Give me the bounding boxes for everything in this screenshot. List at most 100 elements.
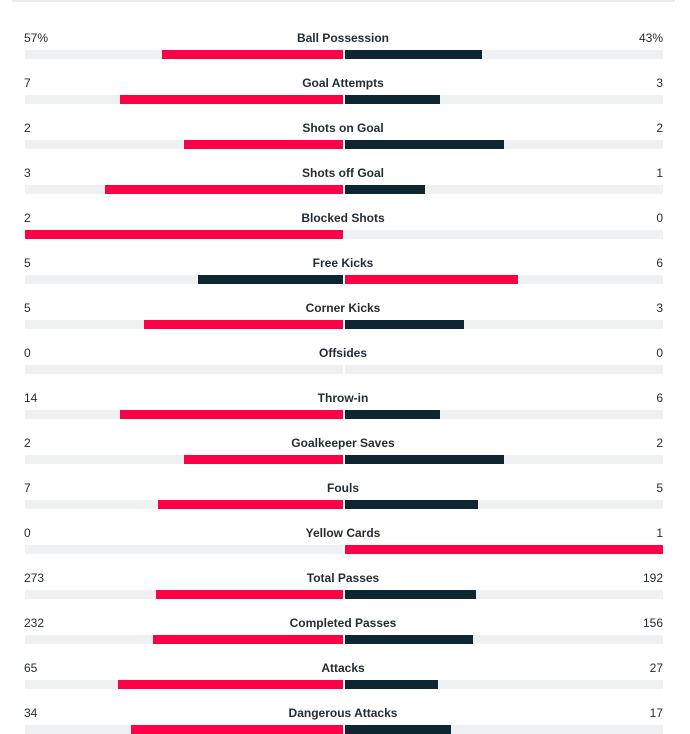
away-value: 3 (656, 301, 663, 315)
away-bar-fill (345, 185, 425, 194)
home-bar-fill (152, 635, 343, 644)
home-bar-track (25, 185, 343, 194)
stat-label: Corner Kicks (305, 301, 381, 315)
away-value: 192 (642, 571, 663, 585)
stat-label: Total Passes (306, 571, 380, 585)
away-bar-track (345, 185, 663, 194)
away-bar-fill (345, 410, 441, 419)
home-bar-track (25, 140, 343, 149)
home-bar-fill (120, 410, 343, 419)
stat-label: Offsides (318, 346, 367, 360)
away-bar-fill (345, 635, 473, 644)
top-divider (12, 0, 675, 2)
away-bar-track (345, 635, 663, 644)
home-bar-track (25, 635, 343, 644)
home-bar-track (25, 500, 343, 509)
home-bar-track (25, 680, 343, 689)
stat-label: Shots off Goal (302, 166, 384, 180)
home-value: 3 (24, 166, 31, 180)
away-bar-track (345, 230, 663, 239)
home-value: 7 (24, 481, 31, 495)
home-value: 34 (24, 706, 38, 720)
stat-row: 2 Shots on Goal 2 (0, 90, 690, 149)
stat-row: 5 Free Kicks 6 (0, 225, 690, 284)
home-value: 2 (24, 211, 31, 225)
stat-label: Completed Passes (289, 616, 397, 630)
stat-row: 3 Shots off Goal 1 (0, 135, 690, 194)
stat-row: 2 Blocked Shots 0 (0, 180, 690, 239)
away-bar-track (345, 455, 663, 464)
away-value: 156 (642, 616, 663, 630)
away-bar-fill (345, 275, 519, 284)
home-bar-fill (161, 50, 343, 59)
away-bar-track (345, 410, 663, 419)
home-bar-track (25, 545, 343, 554)
away-bar-fill (345, 590, 477, 599)
away-value: 17 (649, 706, 663, 720)
away-value: 2 (656, 121, 663, 135)
stat-row: 0 Offsides 0 (0, 315, 690, 374)
away-bar-fill (345, 140, 504, 149)
away-bar-track (345, 725, 663, 734)
home-value: 2 (24, 121, 31, 135)
home-bar-track (25, 365, 343, 374)
home-bar-track (25, 410, 343, 419)
away-bar-fill (345, 320, 465, 329)
home-bar-track (25, 590, 343, 599)
stat-row: 232 Completed Passes 156 (0, 585, 690, 644)
home-value: 65 (24, 661, 38, 675)
home-bar-track (25, 725, 343, 734)
away-bar-fill (345, 500, 478, 509)
away-bar-fill (345, 95, 441, 104)
away-bar-track (345, 275, 663, 284)
stat-row: 5 Corner Kicks 3 (0, 270, 690, 329)
away-bar-track (345, 50, 663, 59)
stat-label: Free Kicks (312, 256, 374, 270)
home-bar-fill (104, 185, 343, 194)
home-bar-track (25, 275, 343, 284)
home-value: 273 (24, 571, 45, 585)
away-bar-track (345, 365, 663, 374)
home-value: 57% (24, 31, 49, 45)
home-value: 2 (24, 436, 31, 450)
away-bar-fill (345, 680, 439, 689)
stat-label: Goal Attempts (302, 76, 384, 90)
home-bar-fill (118, 680, 343, 689)
home-value: 14 (24, 391, 38, 405)
home-bar-fill (184, 140, 343, 149)
home-bar-track (25, 230, 343, 239)
away-bar-track (345, 590, 663, 599)
away-value: 0 (656, 346, 663, 360)
stat-label: Attacks (321, 661, 365, 675)
home-bar-track (25, 320, 343, 329)
away-bar-fill (345, 455, 504, 464)
home-bar-fill (131, 725, 343, 734)
stat-row: 14 Throw-in 6 (0, 360, 690, 419)
stat-label: Blocked Shots (301, 211, 385, 225)
home-bar-fill (157, 500, 343, 509)
home-value: 5 (24, 301, 31, 315)
away-bar-track (345, 140, 663, 149)
away-bar-track (345, 500, 663, 509)
home-bar-fill (198, 275, 343, 284)
away-value: 1 (656, 526, 663, 540)
stat-row: 34 Dangerous Attacks 17 (0, 675, 690, 734)
stat-row: 0 Yellow Cards 1 (0, 495, 690, 554)
stat-label: Goalkeeper Saves (291, 436, 395, 450)
home-bar-track (25, 50, 343, 59)
away-value: 3 (656, 76, 663, 90)
home-bar-fill (144, 320, 343, 329)
away-bar-fill (345, 50, 482, 59)
home-bar-fill (156, 590, 343, 599)
home-bar-fill (120, 95, 343, 104)
match-statistics-list: 57% Ball Possession 43% 7 Goal Attempts 3 2 Sho… (0, 31, 690, 734)
stat-label: Ball Possession (296, 31, 390, 45)
away-value: 1 (656, 166, 663, 180)
stat-label: Throw-in (317, 391, 369, 405)
away-value: 27 (649, 661, 663, 675)
stat-label: Shots on Goal (302, 121, 384, 135)
stat-label: Fouls (327, 481, 359, 495)
stat-label: Yellow Cards (305, 526, 381, 540)
stat-row: 273 Total Passes 192 (0, 540, 690, 599)
stat-row: 7 Fouls 5 (0, 450, 690, 509)
